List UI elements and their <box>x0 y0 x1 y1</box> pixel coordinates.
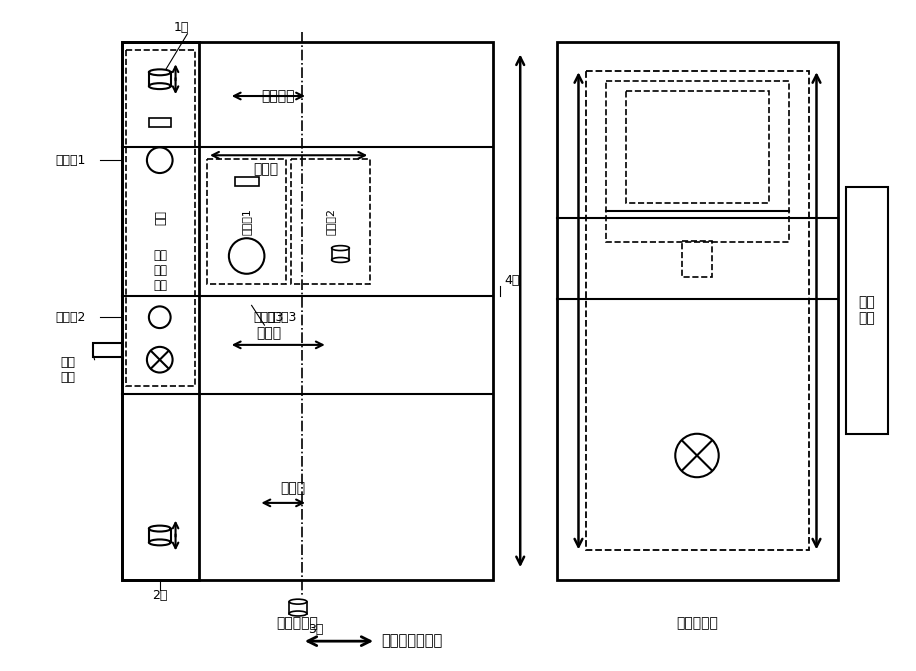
Text: 气缸: 气缸 <box>154 210 168 225</box>
Bar <box>586 71 809 550</box>
Text: 4号: 4号 <box>505 274 519 287</box>
Ellipse shape <box>149 83 170 89</box>
Ellipse shape <box>332 246 349 250</box>
Ellipse shape <box>332 258 349 262</box>
Bar <box>234 177 258 186</box>
Bar <box>93 343 122 357</box>
Circle shape <box>147 148 172 173</box>
Circle shape <box>229 238 265 274</box>
Text: 外接
管路: 外接 管路 <box>60 356 75 384</box>
Circle shape <box>147 347 172 372</box>
Text: 气体池1: 气体池1 <box>242 208 252 235</box>
Ellipse shape <box>149 525 170 531</box>
Circle shape <box>149 307 170 328</box>
Bar <box>291 159 370 284</box>
Bar <box>606 81 789 242</box>
Bar <box>332 248 349 260</box>
Ellipse shape <box>289 599 307 604</box>
Text: 检测层: 检测层 <box>254 162 278 176</box>
Text: 泄漏点3: 泄漏点3 <box>267 311 297 323</box>
Bar <box>149 529 170 542</box>
Bar <box>149 117 170 127</box>
Text: 气体可流通方向: 气体可流通方向 <box>381 633 442 649</box>
Text: 1号: 1号 <box>174 21 190 34</box>
Text: 气体池2: 气体池2 <box>325 208 335 235</box>
Text: 柜体侧视图: 柜体侧视图 <box>676 617 718 630</box>
Text: 主控制层: 主控制层 <box>261 89 295 103</box>
Circle shape <box>675 433 719 477</box>
Bar <box>122 42 493 580</box>
Bar <box>207 159 286 284</box>
Bar <box>126 50 195 386</box>
Bar <box>846 187 888 433</box>
Bar <box>122 42 200 580</box>
Text: 泄漏点3: 泄漏点3 <box>253 311 284 323</box>
Text: 3号: 3号 <box>308 623 323 636</box>
Ellipse shape <box>149 69 170 75</box>
Ellipse shape <box>149 539 170 546</box>
Bar <box>626 91 769 203</box>
Bar <box>682 241 712 276</box>
Text: 电源层: 电源层 <box>256 326 281 340</box>
Text: 柜体正视图: 柜体正视图 <box>276 617 318 630</box>
Text: 工具层: 工具层 <box>280 481 306 495</box>
Bar <box>557 42 838 580</box>
Text: 工业
空调: 工业 空调 <box>858 295 875 325</box>
Bar <box>149 72 170 86</box>
Text: 2号: 2号 <box>152 589 168 603</box>
Text: 泄漏点2: 泄漏点2 <box>56 311 86 323</box>
Ellipse shape <box>289 611 307 616</box>
Text: 泄漏点1: 泄漏点1 <box>56 154 86 166</box>
Text: 取样
回充
单元: 取样 回充 单元 <box>154 250 168 293</box>
Bar <box>289 602 307 613</box>
